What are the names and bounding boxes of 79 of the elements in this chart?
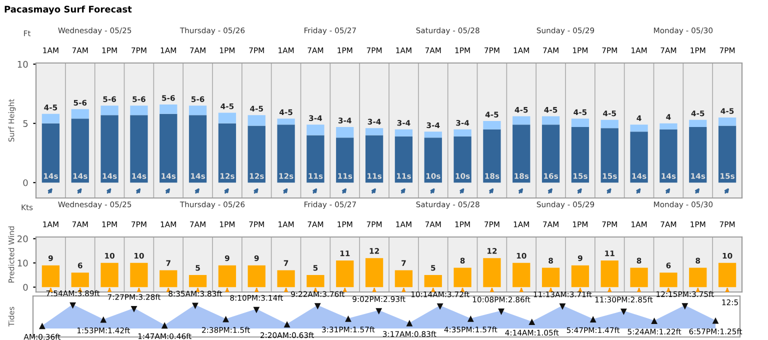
bar bbox=[71, 272, 89, 288]
bar bbox=[306, 135, 324, 183]
bar bbox=[306, 275, 324, 288]
bar bbox=[454, 129, 472, 136]
bar bbox=[42, 114, 60, 124]
bar bbox=[218, 123, 236, 183]
bar bbox=[365, 135, 384, 183]
bar bbox=[394, 270, 413, 288]
bar bbox=[512, 124, 530, 183]
bar bbox=[248, 115, 266, 126]
bar bbox=[483, 258, 501, 288]
bar bbox=[542, 116, 560, 125]
y-tick-label: 5 bbox=[23, 120, 28, 127]
bar bbox=[218, 112, 236, 124]
bar bbox=[571, 126, 590, 183]
bar bbox=[660, 272, 678, 288]
bar bbox=[454, 136, 472, 183]
bar bbox=[689, 120, 707, 127]
y-tick-label: 0 bbox=[23, 179, 28, 186]
bar bbox=[248, 126, 266, 183]
bar bbox=[424, 275, 442, 288]
bar bbox=[571, 118, 590, 127]
bar bbox=[218, 265, 236, 288]
bar bbox=[100, 262, 118, 288]
y-tick-label: 10 bbox=[18, 260, 28, 266]
bar bbox=[630, 132, 648, 183]
bar bbox=[542, 268, 560, 288]
bar bbox=[689, 268, 707, 288]
bar bbox=[660, 129, 678, 183]
bar bbox=[718, 262, 736, 288]
bar bbox=[100, 115, 118, 183]
bar bbox=[630, 268, 648, 288]
bar bbox=[160, 104, 178, 114]
bar bbox=[160, 114, 178, 183]
y-tick-label: 20 bbox=[18, 235, 28, 242]
bar bbox=[130, 106, 148, 116]
bar bbox=[512, 262, 530, 288]
bar bbox=[718, 117, 736, 126]
bar bbox=[483, 121, 501, 130]
bar bbox=[188, 115, 207, 183]
bar bbox=[365, 258, 384, 288]
bar bbox=[130, 262, 148, 288]
bar bbox=[42, 265, 60, 288]
bar bbox=[100, 106, 118, 116]
bar bbox=[689, 126, 707, 183]
bar bbox=[365, 128, 384, 136]
bar bbox=[394, 129, 413, 136]
bar bbox=[277, 124, 295, 183]
bar bbox=[600, 260, 618, 288]
bar bbox=[394, 136, 413, 183]
bar bbox=[542, 124, 560, 183]
bar bbox=[454, 268, 472, 288]
chart-title: Pacasmayo Surf Forecast bbox=[4, 6, 132, 14]
bar bbox=[71, 118, 89, 183]
bar bbox=[660, 123, 678, 130]
bar bbox=[160, 270, 178, 288]
bar bbox=[306, 124, 324, 136]
bar bbox=[248, 265, 266, 288]
bar bbox=[71, 109, 89, 119]
bar bbox=[571, 265, 590, 288]
bar bbox=[600, 128, 618, 183]
bar bbox=[600, 120, 618, 128]
bar bbox=[336, 138, 354, 183]
bar bbox=[512, 116, 530, 125]
bar bbox=[336, 260, 354, 288]
bar bbox=[277, 118, 295, 125]
bar bbox=[336, 126, 354, 138]
bar bbox=[718, 126, 736, 183]
bar bbox=[483, 129, 501, 183]
bar bbox=[42, 123, 60, 183]
bar bbox=[424, 138, 442, 183]
y-tick-label: 10 bbox=[18, 60, 28, 68]
bar bbox=[188, 275, 207, 288]
bar bbox=[277, 270, 295, 288]
bar bbox=[130, 115, 148, 183]
bar bbox=[188, 106, 207, 116]
y-tick-label: 0 bbox=[23, 284, 28, 291]
bar bbox=[630, 124, 648, 132]
bar bbox=[424, 132, 442, 138]
